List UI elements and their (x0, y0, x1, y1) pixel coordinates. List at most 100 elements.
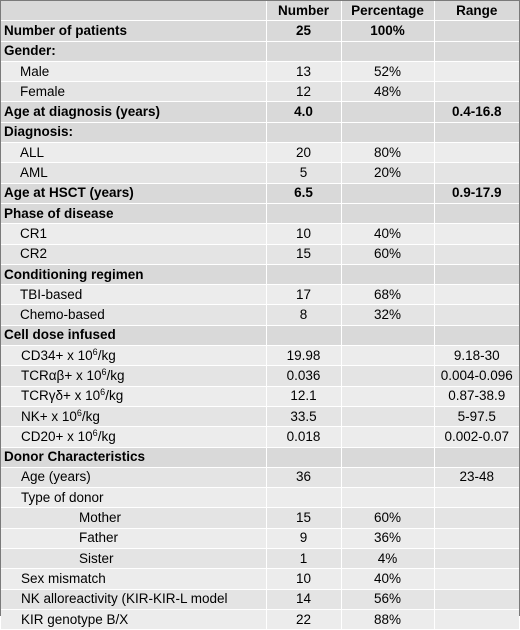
section-row: Phase of disease (1, 203, 519, 225)
row-label-suffix: /kg (106, 367, 125, 383)
row-percentage (340, 264, 434, 286)
row-range (433, 589, 519, 610)
row-number: 33.5 (265, 406, 341, 428)
section-row: Conditioning regimen (1, 264, 519, 286)
row-range (433, 20, 519, 42)
row-label: Diagnosis: (1, 122, 266, 144)
row-percentage (340, 487, 434, 509)
row-range: 0.002-0.07 (433, 426, 519, 448)
table-row: TBI-based 17 68% (1, 284, 519, 306)
row-range: 23-48 (433, 467, 519, 489)
row-number: 0.036 (265, 365, 341, 387)
section-row: Number of patients 25 100% (1, 20, 519, 42)
section-row: Donor Characteristics (1, 447, 519, 468)
row-percentage (340, 365, 434, 387)
row-percentage: 36% (340, 528, 434, 550)
row-label: Mother (1, 507, 266, 529)
row-number: 14 (265, 589, 341, 610)
row-number: 15 (265, 507, 341, 529)
table-row: CR2 15 60% (1, 244, 519, 265)
row-range (433, 223, 519, 245)
row-number: 15 (265, 244, 341, 265)
table-row: TCRαβ+ x 106/kg 0.036 0.004-0.096 (1, 365, 519, 387)
row-label-superscript: 6 (100, 387, 106, 398)
row-range (433, 507, 519, 529)
table-header-row: Number Percentage Range (1, 1, 519, 22)
row-label-text: TCRγδ+ x 10 (21, 388, 101, 404)
row-number (265, 203, 341, 225)
row-number: 12 (265, 81, 341, 103)
row-range (433, 61, 519, 83)
table-row: NK alloreactivity (KIR-KIR-L model 14 56% (1, 589, 519, 610)
row-range (433, 528, 519, 550)
row-number (265, 122, 341, 144)
row-percentage: 52% (340, 61, 434, 83)
row-label: Sister (1, 548, 266, 570)
section-row: Age at HSCT (years) 6.5 0.9-17.9 (1, 183, 519, 204)
row-label: Cell dose infused (1, 325, 266, 347)
row-number: 0.018 (265, 426, 341, 448)
row-label: Donor Characteristics (1, 447, 266, 468)
row-percentage: 80% (340, 142, 434, 164)
row-percentage: 56% (340, 589, 434, 610)
row-label-suffix: /kg (97, 347, 116, 363)
header-label (1, 1, 266, 22)
row-label: Gender: (1, 41, 266, 62)
table-row: Sister 1 4% (1, 548, 519, 570)
row-label: CD20+ x 106/kg (1, 426, 266, 448)
row-percentage (340, 467, 434, 489)
row-label-text: NK+ x 10 (21, 408, 77, 424)
row-label: Age at diagnosis (years) (1, 101, 266, 123)
row-number: 12.1 (265, 386, 341, 407)
row-number: 6.5 (265, 183, 341, 204)
row-percentage (340, 183, 434, 204)
table-row: ALL 20 80% (1, 142, 519, 164)
row-number: 13 (265, 61, 341, 83)
row-label: CD34+ x 106/kg (1, 345, 266, 367)
row-label: Chemo-based (1, 304, 266, 326)
row-label-suffix: /kg (105, 388, 124, 404)
row-number: 8 (265, 304, 341, 326)
table-row: Age (years) 36 23-48 (1, 467, 519, 489)
row-range (433, 41, 519, 62)
row-label: Number of patients (1, 20, 266, 42)
row-label-suffix: /kg (81, 408, 100, 424)
row-number (265, 264, 341, 286)
row-label: AML (1, 162, 266, 184)
row-label: CR1 (1, 223, 266, 245)
section-row: Diagnosis: (1, 122, 519, 144)
row-range (433, 284, 519, 306)
row-percentage (340, 406, 434, 428)
row-percentage: 40% (340, 223, 434, 245)
row-label: Male (1, 61, 266, 83)
row-number: 4.0 (265, 101, 341, 123)
row-range: 0.004-0.096 (433, 365, 519, 387)
row-percentage: 20% (340, 162, 434, 184)
row-number: 36 (265, 467, 341, 489)
row-label: ALL (1, 142, 266, 164)
row-label: Age at HSCT (years) (1, 183, 266, 204)
row-number: 10 (265, 568, 341, 590)
row-range (433, 447, 519, 468)
row-number: 17 (265, 284, 341, 306)
header-number: Number (265, 1, 341, 22)
row-range (433, 81, 519, 103)
header-percentage: Percentage (340, 1, 434, 22)
table-row: Male 13 52% (1, 61, 519, 83)
row-range (433, 609, 519, 630)
table-row: Chemo-based 8 32% (1, 304, 519, 326)
row-label: Female (1, 81, 266, 103)
row-percentage: 60% (340, 507, 434, 529)
header-range: Range (433, 1, 519, 22)
row-percentage (340, 122, 434, 144)
row-number (265, 325, 341, 347)
row-percentage (340, 101, 434, 123)
row-label-superscript: 6 (92, 346, 98, 357)
row-label: TBI-based (1, 284, 266, 306)
row-number: 10 (265, 223, 341, 245)
row-label: Age (years) (1, 467, 266, 489)
row-percentage (340, 345, 434, 367)
row-label: Father (1, 528, 266, 550)
row-percentage: 100% (340, 20, 434, 42)
